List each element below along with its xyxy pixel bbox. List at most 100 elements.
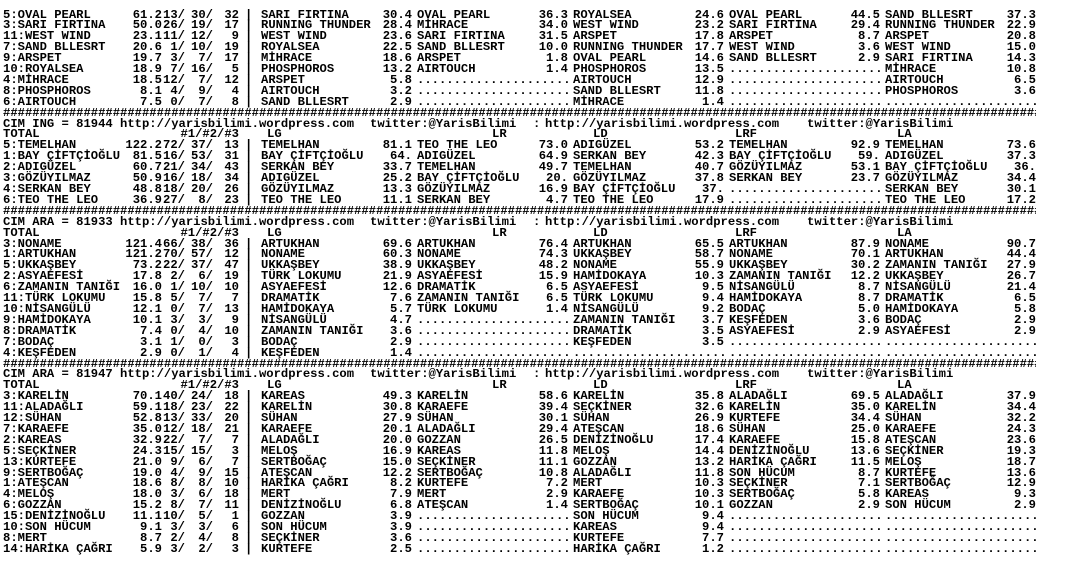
lrf-value: 13.6	[850, 443, 880, 458]
ld-value: 14.6	[694, 51, 724, 66]
la-name: SEÇKİNER	[885, 443, 944, 458]
lg-name: ATEŞCAN	[261, 465, 313, 480]
lr-value: 16.9	[538, 182, 568, 196]
total-value: 19.0	[132, 465, 162, 480]
ld-name: TEO THE LEO	[573, 192, 654, 207]
la-value: 90.7	[1006, 236, 1036, 251]
lr-name: MERT	[417, 487, 447, 502]
lg-value: 5.8	[390, 72, 412, 87]
column-divider: |	[245, 454, 253, 469]
la-value: 27.9	[1006, 258, 1036, 273]
lg-name: SEÇKİNER	[261, 531, 320, 545]
lg-value: 13.3	[382, 182, 412, 196]
column-header-lr: LR	[492, 127, 507, 142]
lg-name: PHOSPHOROS	[261, 62, 335, 77]
lr-name: KAREAS	[417, 443, 461, 458]
total-value: 81.5	[132, 149, 162, 164]
ld-value: 3.7	[702, 312, 724, 327]
ld-name: MİHRACE	[573, 94, 625, 109]
lrf-name: ARTUKHAN	[729, 236, 788, 251]
lrf-empty: ........................................	[729, 543, 880, 555]
lrf-name: ASYAEFESİ	[729, 323, 795, 338]
column-headers: TOTAL #1/#2/#3 LG LR LD LRF LA	[0, 379, 1077, 391]
table-row: 8:PHOSPHOROS 8.1 4/ 9/ 4 | AIRTOUCH 3.2.....…	[0, 85, 1077, 97]
total-name: 4:MELOŞ	[3, 487, 55, 502]
ld-value: 40.7	[694, 160, 724, 175]
pick-3: 3	[224, 334, 239, 349]
lrf-empty: ........................................	[729, 85, 880, 97]
lg-value: 60.3	[382, 247, 412, 262]
lr-value: 74.3	[538, 247, 568, 262]
table-row: 3:NONAME 121.4 66/38/36 | ARTUKHAN 69.6 ARTUKH…	[0, 236, 1077, 251]
lrf-value: 12.2	[850, 269, 880, 284]
lrf-name: GOZZAN	[729, 498, 773, 513]
total-value: 3.1	[140, 334, 162, 349]
total-name: 11:WEST WIND	[3, 29, 91, 44]
ld-value: 37.8	[694, 171, 724, 186]
ld-value: 65.5	[694, 236, 724, 251]
lr-name: SÜHAN	[417, 411, 454, 426]
pick-1: 40/	[163, 389, 185, 404]
table-row: 11:WEST WIND 23.1 11/12/ 9 | WEST WIND 23.6 SA…	[0, 29, 1077, 44]
lg-value: 12.6	[382, 280, 412, 295]
ld-name: SEÇKİNER	[573, 400, 632, 415]
column-divider: |	[245, 509, 253, 524]
lrf-empty: ........................................	[729, 96, 880, 108]
column-divider: |	[245, 498, 253, 513]
lr-value: 30.1	[538, 411, 568, 426]
lg-name: SERTBOĞAÇ	[261, 454, 327, 469]
table-row: 6:ZAMANIN TANIĞI 16.0 1/10/10 | ASYAEFESİ 12…	[0, 280, 1077, 295]
pick-3: 1	[224, 509, 239, 524]
pick-3: 19	[224, 40, 239, 55]
table-row: 5:TEMELHAN 122.2 72/37/13 | TEMELHAN 81.1 TEO …	[0, 138, 1077, 153]
pick-1: 70/	[163, 247, 185, 262]
ld-name: SÜHAN	[573, 411, 610, 426]
total-name: 5:UKKAŞBEY	[3, 258, 77, 273]
pick-1: 22/	[163, 258, 185, 273]
total-name: 4:KEŞFEDEN	[3, 345, 77, 360]
total-name: 5:SEÇKİNER	[3, 443, 77, 458]
total-value: 60.7	[132, 160, 162, 175]
ld-value: 14.4	[694, 443, 724, 458]
total-name: 15:DENİZİNOĞLU	[3, 509, 106, 524]
lr-name: KARELİN	[417, 389, 469, 404]
lrf-name: HARİKA ÇAĞRI	[729, 454, 817, 469]
lr-name: ARSPET	[417, 51, 461, 66]
pick-3: 10	[224, 280, 239, 295]
pick-1: 12/	[163, 421, 185, 436]
lr-name: UKKAŞBEY	[417, 258, 476, 273]
ld-name: KURTEFE	[573, 531, 625, 545]
column-divider: |	[245, 334, 253, 349]
lrf-empty: ........................................	[729, 336, 880, 348]
pick-3: 17	[224, 51, 239, 66]
lrf-empty: ........................................	[729, 347, 880, 359]
lg-value: 2.9	[390, 334, 412, 349]
total-name: 7:BODAÇ	[3, 334, 55, 349]
lr-empty: ........................................	[417, 336, 568, 348]
twitter-handle: twitter:@YarisBilimi	[807, 214, 954, 229]
pick-2: 15/	[191, 443, 213, 458]
total-name: 3:GÖZÜYILMAZ	[3, 171, 91, 186]
lr-value: 11.8	[538, 443, 568, 458]
ld-name: SERKAN BEY	[573, 149, 647, 164]
separator: ########################################…	[3, 358, 1036, 370]
column-divider: |	[245, 280, 253, 295]
lr-value: 6.5	[546, 291, 568, 306]
column-header-total: TOTAL	[3, 127, 40, 142]
pick-1: 11/	[163, 29, 185, 44]
total-value: 11.1	[132, 509, 162, 524]
column-divider: |	[245, 29, 253, 44]
la-value: 22.9	[1006, 18, 1036, 33]
column-divider: |	[245, 192, 253, 207]
pick-2: 6/	[191, 487, 213, 502]
lg-name: HARİKA ÇAĞRI	[261, 476, 349, 491]
total-name: 7:SAND BLLESRT	[3, 40, 106, 55]
table-row: 11:ALADAĞLI 59.1 18/23/22 | KARELİN 30.8 KARAE…	[0, 400, 1077, 415]
ld-value: 53.2	[694, 138, 724, 153]
total-value: 18.5	[132, 72, 162, 87]
lr-name: BAY ÇİFTÇİOĞLU	[417, 171, 520, 186]
la-value: 15.0	[1006, 40, 1036, 55]
lg-value: 18.6	[382, 51, 412, 66]
la-name: KURTEFE	[885, 465, 937, 480]
lr-value: 39.4	[538, 400, 568, 415]
